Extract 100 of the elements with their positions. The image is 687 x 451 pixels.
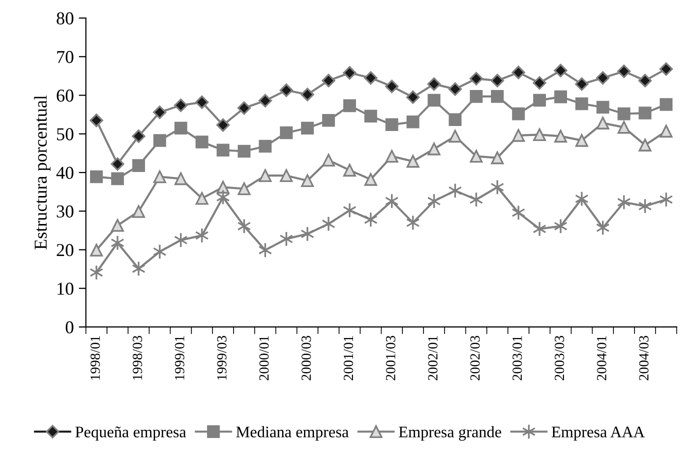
point	[195, 228, 209, 244]
y-tick-label: 70	[57, 50, 74, 64]
point	[617, 194, 631, 210]
point	[132, 129, 146, 143]
point	[301, 122, 314, 134]
point	[406, 90, 420, 104]
legend-label: Empresa AAA	[552, 426, 645, 441]
x-tick-label: 2003/03	[554, 336, 564, 380]
x-tick-label: 1999/01	[174, 336, 184, 380]
point	[512, 66, 526, 80]
point	[533, 94, 546, 107]
point	[196, 136, 208, 148]
point	[406, 116, 420, 128]
point	[174, 172, 188, 186]
point	[322, 154, 335, 167]
point	[174, 98, 188, 112]
y-tick-label: 10	[58, 282, 74, 295]
point	[554, 90, 568, 104]
point	[237, 101, 251, 115]
point	[638, 138, 652, 152]
point	[385, 80, 399, 94]
point	[596, 71, 610, 85]
point	[659, 62, 673, 76]
point	[427, 193, 441, 209]
y-tick-label: 0	[66, 321, 74, 334]
point	[470, 72, 483, 86]
point	[532, 221, 546, 237]
legend-label: Mediana empresa	[236, 426, 349, 441]
point	[385, 118, 398, 132]
point	[618, 120, 630, 134]
point	[90, 244, 103, 257]
point	[153, 134, 166, 147]
x-tick-label: 1999/03	[217, 336, 227, 380]
point	[258, 140, 272, 153]
y-tick-label: 80	[56, 12, 74, 24]
point	[406, 214, 420, 230]
point	[216, 189, 230, 205]
point	[216, 118, 230, 132]
point	[364, 71, 378, 85]
point	[280, 126, 293, 140]
point	[90, 114, 104, 128]
point	[280, 84, 294, 97]
point	[596, 116, 610, 130]
point	[111, 219, 124, 232]
point	[322, 74, 336, 88]
point	[196, 192, 208, 205]
point	[554, 64, 568, 78]
point	[554, 130, 568, 143]
x-tick-label: 2004/03	[639, 336, 649, 380]
point	[174, 122, 188, 134]
y-tick-label: 60	[56, 90, 74, 102]
point	[300, 88, 314, 102]
point	[575, 134, 588, 147]
point	[470, 150, 483, 163]
point	[575, 97, 588, 110]
point	[301, 174, 314, 188]
point	[342, 66, 356, 80]
point	[490, 90, 504, 103]
point	[343, 164, 356, 177]
point	[660, 124, 673, 138]
y-tick-label: 20	[56, 244, 74, 256]
point	[110, 235, 124, 251]
point	[322, 216, 336, 232]
point	[618, 107, 630, 120]
point	[280, 169, 293, 182]
point	[427, 77, 441, 91]
point	[406, 154, 420, 168]
x-tick-label: 2000/03	[302, 336, 311, 380]
point	[364, 110, 378, 123]
legend-label: Empresa grande	[398, 426, 502, 441]
y-axis-title: Estructura porcentual	[34, 95, 50, 250]
point	[110, 157, 124, 171]
y-tick-label: 30	[56, 205, 74, 218]
point	[575, 77, 588, 91]
point	[428, 142, 440, 156]
x-tick-label: 1998/03	[132, 336, 142, 380]
point	[448, 113, 462, 126]
point	[638, 74, 652, 88]
x-tick-label: 2000/01	[259, 336, 269, 380]
point	[153, 106, 166, 119]
y-tick-label: 50	[57, 128, 74, 140]
point	[638, 106, 652, 120]
point	[470, 90, 483, 103]
point	[448, 82, 462, 96]
point	[258, 169, 272, 182]
point	[533, 128, 546, 142]
point	[132, 159, 146, 172]
point	[111, 172, 124, 186]
point	[512, 107, 525, 120]
x-tick-label: 2004/01	[596, 336, 606, 380]
point	[90, 264, 104, 280]
legend-label: Pequeña empresa	[75, 426, 186, 441]
point	[238, 182, 251, 196]
point	[258, 94, 272, 108]
point	[132, 205, 146, 218]
x-tick-label: 2001/01	[344, 336, 354, 380]
point	[428, 94, 440, 107]
point	[216, 144, 230, 156]
point	[300, 226, 314, 242]
point	[490, 151, 504, 164]
